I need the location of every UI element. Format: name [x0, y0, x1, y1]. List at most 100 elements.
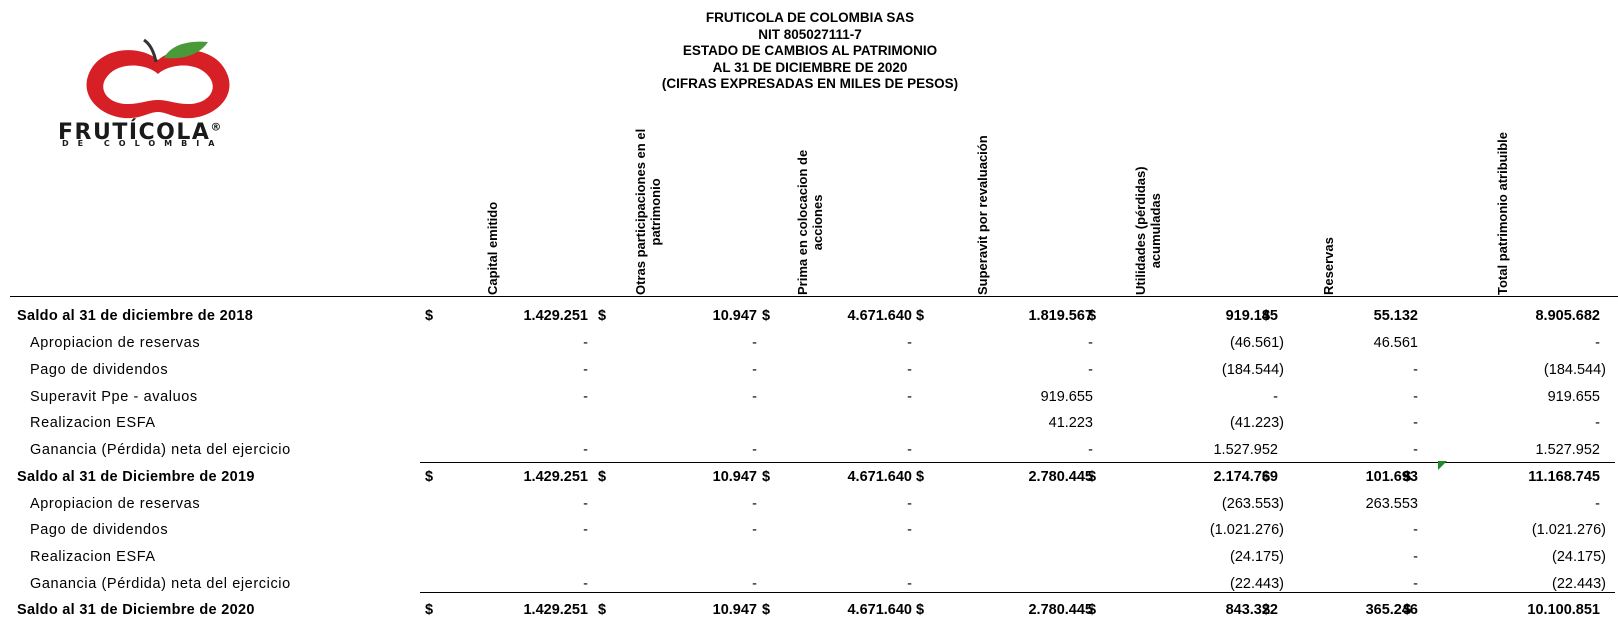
cell-reservas: -: [1413, 389, 1418, 405]
cell-capital: -: [583, 522, 588, 538]
cell-reservas: 101.693: [1365, 469, 1418, 485]
row-label: Realizacion ESFA: [30, 415, 156, 431]
cell-otras: -: [752, 522, 757, 538]
cell-otras: -: [752, 496, 757, 512]
cell-superavit: 1.819.567: [1028, 308, 1093, 324]
company-nit: NIT 805027111-7: [758, 26, 862, 42]
row-label: Pago de dividendos: [30, 522, 169, 538]
cell-total: 10.100.851: [1527, 602, 1600, 618]
table-row: Superavit Ppe - avaluos - - - 919.655 - - 919.6…: [0, 385, 1618, 411]
table-row-balance: Saldo al 31 de diciembre de 2018 $1.429.2…: [0, 304, 1618, 330]
cell-prima: -: [907, 576, 912, 592]
table-row: Apropiacion de reservas - - - (263.553) 263.5…: [0, 492, 1618, 518]
cell-utilidades: (24.175): [1229, 549, 1284, 565]
cell-otras: 10.947: [712, 469, 757, 485]
currency-symbol: $: [598, 602, 607, 618]
cell-reservas: -: [1413, 415, 1418, 431]
table-row: Ganancia (Pérdida) neta del ejercicio - - -…: [0, 572, 1618, 598]
cell-otras: -: [752, 335, 757, 351]
cell-utilidades: -: [1273, 389, 1278, 405]
cell-utilidades: 2.174.769: [1213, 469, 1278, 485]
row-label: Realizacion ESFA: [30, 549, 156, 565]
cell-comment-marker: [1438, 461, 1447, 470]
cell-prima: -: [907, 496, 912, 512]
cell-total: (24.175): [1551, 549, 1606, 565]
company-logo: FRUTÍCOLA® DE COLOMBIA: [58, 38, 278, 150]
cell-utilidades: (263.553): [1221, 496, 1284, 512]
cell-total: 1.527.952: [1535, 442, 1600, 458]
cell-capital: 1.429.251: [523, 602, 588, 618]
cell-superavit: -: [1088, 442, 1093, 458]
row-label: Saldo al 31 de Diciembre de 2019: [17, 469, 255, 485]
cell-total: (184.544): [1543, 362, 1606, 378]
cell-total: (22.443): [1551, 576, 1606, 592]
cell-capital: -: [583, 576, 588, 592]
apple-icon: [86, 38, 230, 119]
cell-utilidades: (41.223): [1229, 415, 1284, 431]
cell-capital: 1.429.251: [523, 308, 588, 324]
cell-reservas: -: [1413, 522, 1418, 538]
cell-prima: -: [907, 522, 912, 538]
currency-symbol: $: [916, 602, 925, 618]
column-header-superavit: Superavit por revaluación: [975, 135, 990, 295]
subtotal-rule-2019: [420, 462, 1615, 463]
table-row: Realizacion ESFA (24.175) - (24.175): [0, 545, 1618, 571]
currency-symbol: $: [425, 469, 434, 485]
cell-superavit: -: [1088, 362, 1093, 378]
column-header-reservas: Reservas: [1321, 237, 1336, 295]
table-row-balance: Saldo al 31 de Diciembre de 2019 $1.429.2…: [0, 465, 1618, 491]
cell-prima: 4.671.640: [847, 602, 912, 618]
table-row: Pago de dividendos - - - (1.021.276) - (1.021.…: [0, 518, 1618, 544]
cell-reservas: 263.553: [1365, 496, 1418, 512]
header-rule: [10, 296, 1618, 297]
column-header-utilidades: Utilidades (pérdidas) acumuladas: [1133, 166, 1163, 295]
cell-superavit: 41.223: [1048, 415, 1093, 431]
currency-symbol: $: [598, 308, 607, 324]
cell-utilidades: 1.527.952: [1213, 442, 1278, 458]
cell-reservas: 46.561: [1373, 335, 1418, 351]
currency-symbol: $: [762, 469, 771, 485]
column-header-otras: Otras participaciones en el patrimonio: [633, 128, 663, 295]
cell-utilidades: 843.322: [1225, 602, 1278, 618]
row-label: Saldo al 31 de diciembre de 2018: [17, 308, 254, 324]
cell-otras: -: [752, 389, 757, 405]
table-row: Pago de dividendos - - - - (184.544) - (184.544…: [0, 358, 1618, 384]
currency-symbol: $: [1262, 602, 1271, 618]
table-row: Realizacion ESFA 41.223 (41.223) - -: [0, 411, 1618, 437]
cell-utilidades: (1.021.276): [1209, 522, 1284, 538]
currency-symbol: $: [1403, 602, 1412, 618]
currency-symbol: $: [762, 602, 771, 618]
cell-reservas: 365.246: [1365, 602, 1418, 618]
table-row: Ganancia (Pérdida) neta del ejercicio - - -…: [0, 438, 1618, 464]
cell-capital: -: [583, 335, 588, 351]
cell-prima: -: [907, 442, 912, 458]
currency-symbol: $: [762, 308, 771, 324]
currency-symbol: $: [1262, 469, 1271, 485]
row-label: Ganancia (Pérdida) neta del ejercicio: [30, 442, 291, 458]
cell-utilidades: (22.443): [1229, 576, 1284, 592]
cell-reservas: -: [1413, 576, 1418, 592]
cell-total: 11.168.745: [1528, 469, 1600, 485]
table-row: Apropiacion de reservas - - - - (46.561) 46.56…: [0, 331, 1618, 357]
currency-symbol: $: [1088, 469, 1097, 485]
row-label: Pago de dividendos: [30, 362, 169, 378]
cell-otras: -: [752, 576, 757, 592]
cell-reservas: 55.132: [1373, 308, 1418, 324]
cell-capital: -: [583, 389, 588, 405]
cell-total: -: [1595, 335, 1600, 351]
cell-capital: -: [583, 496, 588, 512]
table-row-balance: Saldo al 31 de Diciembre de 2020 $1.429.2…: [0, 598, 1618, 624]
currency-symbol: $: [1088, 308, 1097, 324]
cell-otras: 10.947: [712, 602, 757, 618]
company-name: FRUTICOLA DE COLOMBIA SAS: [705, 10, 915, 25]
statement-date: AL 31 DE DICIEMBRE DE 2020: [712, 59, 908, 75]
currency-symbol: $: [598, 469, 607, 485]
cell-prima: 4.671.640: [847, 469, 912, 485]
cell-prima: -: [907, 362, 912, 378]
currency-symbol: $: [916, 469, 925, 485]
cell-superavit: -: [1088, 335, 1093, 351]
column-header-total: Total patrimonio atribuible: [1495, 132, 1510, 295]
cell-total: -: [1595, 415, 1600, 431]
cell-total: 919.655: [1547, 389, 1600, 405]
cell-prima: -: [907, 389, 912, 405]
